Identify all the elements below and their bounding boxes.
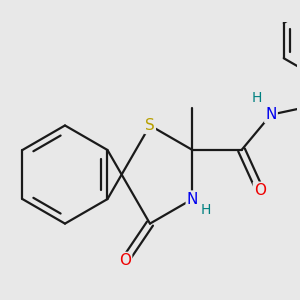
- Text: S: S: [145, 118, 155, 133]
- Text: N: N: [265, 107, 277, 122]
- Text: H: H: [200, 202, 211, 217]
- Text: O: O: [254, 183, 266, 198]
- Text: H: H: [251, 91, 262, 105]
- Text: N: N: [187, 192, 198, 207]
- Text: O: O: [119, 253, 131, 268]
